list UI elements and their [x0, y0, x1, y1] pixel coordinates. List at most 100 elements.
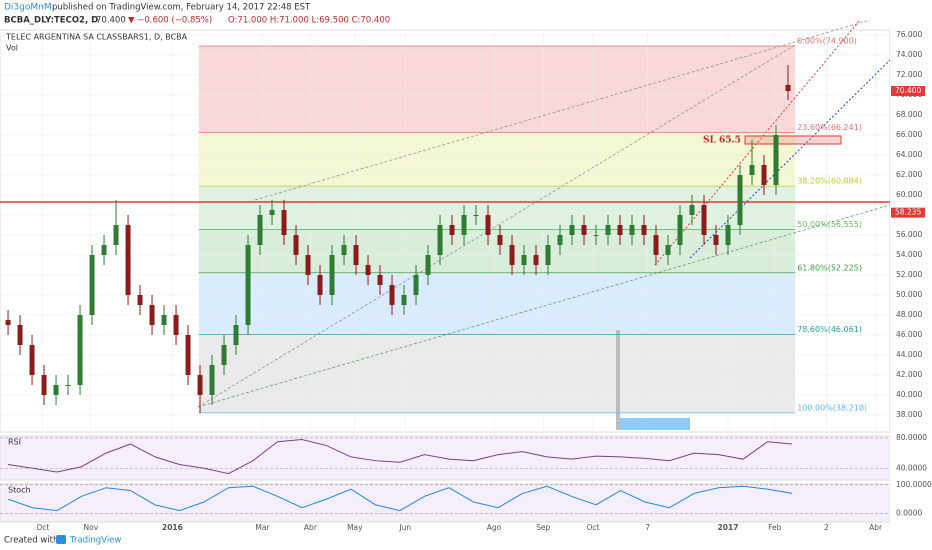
fib-zone: [198, 334, 796, 413]
y-tick-label: 54.000: [896, 250, 922, 259]
candle-body: [101, 245, 107, 255]
x-tick-label: Sep: [536, 523, 550, 532]
rsi-line: [7, 438, 793, 475]
fib-zone: [198, 229, 796, 273]
chart-title: TELEC ARGENTINA SA CLASSBARS1, D, BCBA: [5, 33, 188, 42]
brand-icon: [56, 535, 66, 544]
x-tick-label: 2016: [162, 523, 183, 532]
y-tick-label: 44.000: [896, 350, 922, 359]
fib-zone: [198, 132, 796, 187]
y-tick-label: 38.000: [896, 410, 922, 419]
y-tick-label: 62.000: [896, 170, 922, 179]
candle-body: [185, 335, 191, 375]
trend-line: [197, 44, 796, 408]
candle-body: [149, 305, 155, 325]
fib-label: 38.20%(60.884): [797, 177, 862, 186]
candle-body: [281, 210, 287, 235]
x-tick-label: Feb: [768, 523, 782, 532]
y-tick-label: 48.000: [896, 310, 922, 319]
candle-body: [137, 295, 143, 305]
candle-body: [761, 165, 767, 185]
y-tick-label: 64.000: [896, 150, 922, 159]
trend-line: [654, 19, 861, 266]
x-tick-label: Abr: [304, 523, 318, 532]
x-tick-label: Oct: [36, 523, 49, 532]
trend-line: [254, 19, 871, 201]
candle-body: [245, 245, 251, 325]
candle-body: [641, 225, 647, 235]
candle-body: [401, 295, 407, 305]
y-tick-label: 72.000: [896, 70, 922, 79]
price-tag: [891, 207, 925, 218]
candle-body: [521, 255, 527, 265]
x-tick-label: Ago: [487, 523, 502, 532]
stoch-pane: [0, 483, 891, 523]
candle-body: [5, 320, 11, 325]
candle-body: [773, 135, 779, 185]
candle-body: [257, 215, 263, 245]
candle-body: [329, 255, 335, 295]
candle-body: [413, 275, 419, 295]
candle-body: [353, 245, 359, 265]
candle-body: [449, 225, 455, 235]
x-tick-label: Mar: [255, 523, 270, 532]
price-tag-label: 70.400: [895, 86, 921, 95]
fib-label: 50.00%(56.555): [797, 220, 862, 229]
fib-label: 61.80%(52.225): [797, 263, 862, 272]
stop-loss-box: [744, 135, 842, 145]
candle-body: [509, 245, 515, 265]
candle-body: [749, 165, 755, 175]
y-tick-label: 66.000: [896, 130, 922, 139]
candle-body: [17, 325, 23, 345]
volume-label: Vol: [6, 44, 18, 53]
price-tag-label: 58.235: [895, 208, 921, 217]
price-axis: [890, 30, 932, 522]
x-tick-label: Abr: [869, 523, 883, 532]
candle-body: [173, 315, 179, 335]
fib-label: 78.60%(46.061): [797, 325, 862, 334]
candle-body: [485, 215, 491, 235]
candle-body: [593, 235, 599, 236]
candle-body: [197, 375, 203, 395]
fib-label: 100.00%(38.210): [797, 403, 867, 412]
x-tick-label: Oct: [587, 523, 600, 532]
y-tick-label: 40.000: [896, 390, 922, 399]
candle-body: [125, 225, 131, 295]
y-tick-label: 0.0000: [896, 508, 922, 517]
candle-body: [113, 225, 119, 245]
candle-body: [305, 255, 311, 275]
candle-body: [77, 315, 83, 385]
candle-body: [389, 285, 395, 305]
fib-label: 0.00%(74.900): [797, 37, 857, 46]
stoch-line: [7, 485, 793, 512]
candle-body: [53, 385, 59, 395]
candle-body: [161, 315, 167, 325]
rsi-label: RSI: [8, 438, 21, 447]
footer-text: Created with: [4, 536, 58, 546]
candle-body: [221, 345, 227, 365]
candle-body: [293, 235, 299, 255]
y-tick-label: 80.0000: [896, 433, 927, 442]
trend-line: [197, 204, 891, 408]
y-tick-label: 74.000: [896, 50, 922, 59]
x-tick-label: May: [347, 523, 363, 532]
candle-body: [461, 215, 467, 235]
candle-body: [497, 235, 503, 245]
x-tick-label: 2017: [718, 523, 739, 532]
x-tick-label: 2: [824, 523, 829, 532]
y-tick-label: 100.0000: [896, 480, 932, 489]
candle-body: [317, 275, 323, 295]
y-tick-label: 42.000: [896, 370, 922, 379]
fib-zone: [198, 46, 796, 133]
candle-body: [269, 210, 275, 215]
published-note: published on TradingView.com, February 1…: [52, 3, 311, 13]
candle-body: [569, 225, 575, 235]
fib-zone: [198, 272, 796, 335]
ohlc: O:71.000 H:71.000 L:69.500 C:70.400: [228, 16, 390, 26]
fib-label: 23.60%(66.241): [797, 123, 862, 132]
candle-body: [65, 385, 71, 386]
y-tick-label: 40.0000: [896, 463, 927, 472]
publisher: Di3goMnM: [4, 3, 52, 13]
